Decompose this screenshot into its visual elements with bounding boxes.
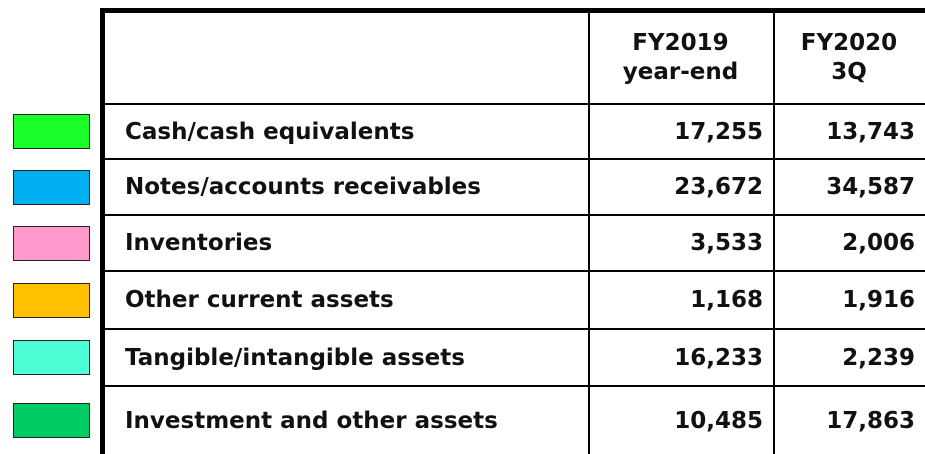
row-rule — [105, 328, 925, 330]
value-cell: 2,006 — [842, 230, 915, 256]
color-swatch — [13, 282, 90, 318]
table-border — [100, 8, 925, 13]
value-cell: 2,239 — [842, 344, 915, 371]
color-swatch — [13, 114, 90, 149]
header-line: year-end — [622, 59, 739, 85]
value-cell: 10,485 — [674, 407, 763, 434]
row-label: Investment and other assets — [125, 407, 498, 434]
row-label: Cash/cash equivalents — [125, 118, 415, 145]
header-line: FY2019 — [632, 30, 729, 56]
table-border — [100, 8, 105, 454]
column-rule — [588, 13, 590, 454]
row-label: Other current assets — [125, 287, 394, 313]
row-rule — [105, 103, 925, 105]
value-cell: 1,168 — [690, 287, 763, 313]
row-rule — [105, 214, 925, 216]
color-swatch — [13, 403, 90, 438]
row-rule — [105, 270, 925, 272]
header-line: FY2020 — [800, 30, 898, 56]
row-label: Tangible/intangible assets — [125, 344, 465, 371]
color-swatch — [13, 340, 90, 375]
value-cell: 23,672 — [674, 174, 763, 200]
column-header: FY2019 year-end — [588, 13, 773, 103]
column-rule — [773, 13, 775, 454]
row-label: Notes/accounts receivables — [125, 174, 481, 200]
value-cell: 1,916 — [842, 287, 915, 313]
value-cell: 3,533 — [690, 230, 763, 256]
header-line: 3Q — [831, 59, 867, 85]
value-cell: 16,233 — [674, 344, 763, 371]
row-label: Inventories — [125, 230, 273, 256]
color-swatch — [13, 169, 90, 205]
value-cell: 13,743 — [826, 118, 915, 145]
value-cell: 34,587 — [826, 174, 915, 200]
column-header: FY2020 3Q — [773, 13, 925, 103]
value-cell: 17,255 — [674, 118, 763, 145]
value-cell: 17,863 — [826, 407, 915, 434]
row-rule — [105, 385, 925, 387]
color-swatch — [13, 225, 90, 261]
row-rule — [105, 158, 925, 160]
